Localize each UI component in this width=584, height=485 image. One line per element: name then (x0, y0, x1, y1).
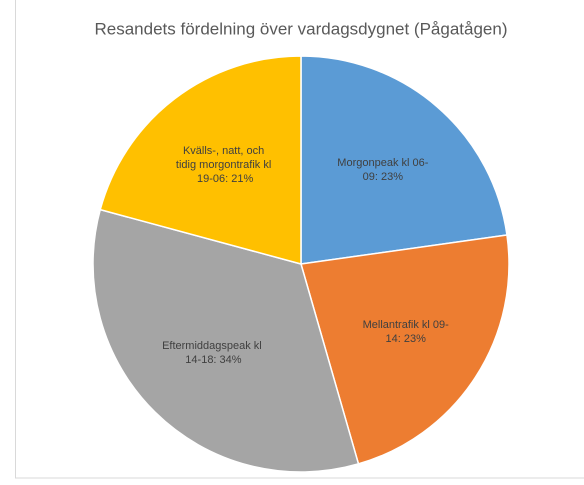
pie-slice (92, 208, 360, 473)
pie-slice (300, 234, 510, 465)
data-label: Kvälls-, natt, och tidig morgontrafik kl… (176, 145, 274, 185)
pie-slice (99, 55, 302, 265)
data-label: Morgonpeak kl 06-09: 23% (337, 157, 428, 183)
pie-slice (300, 55, 508, 265)
data-label: Mellantrafik kl 09-14: 23% (363, 319, 450, 345)
chart-title: Resandets fördelning över vardagsdygnet … (95, 19, 508, 38)
data-label: Eftermiddagspeak kl 14-18: 34% (162, 340, 265, 366)
